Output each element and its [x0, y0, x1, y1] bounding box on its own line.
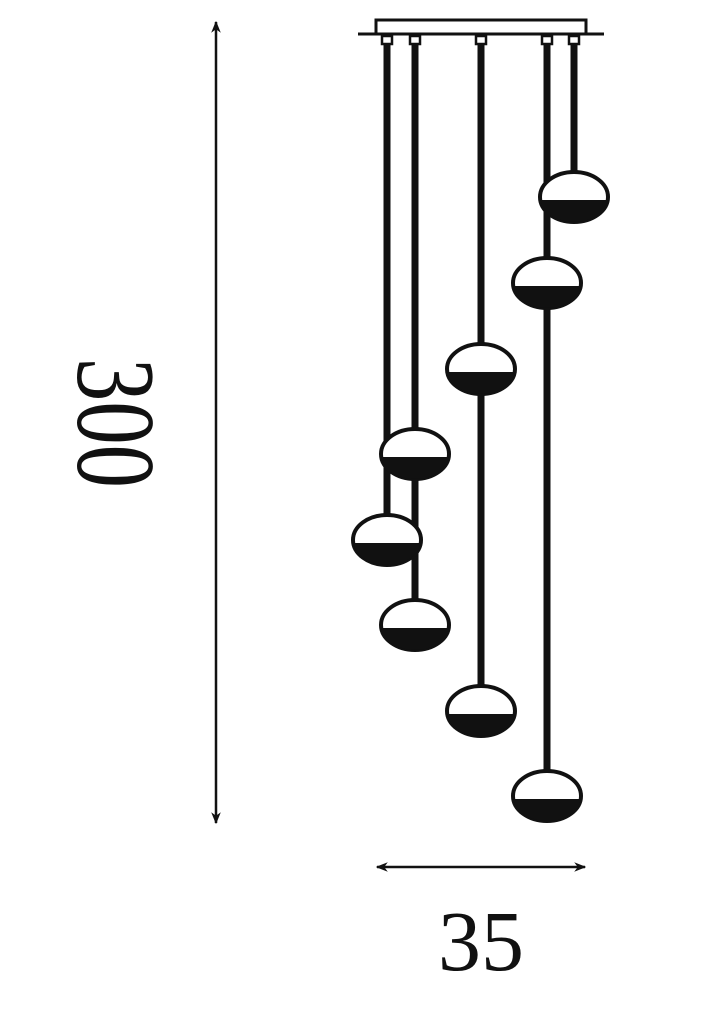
globe-shade	[511, 769, 583, 823]
globe-shade	[379, 427, 451, 481]
height-dimension-label: 300	[53, 358, 177, 488]
cord-connector	[474, 34, 488, 46]
globe-shade	[538, 170, 610, 224]
globe-shade	[351, 513, 423, 567]
globe-shade	[511, 256, 583, 310]
cord-connector	[408, 34, 422, 46]
cord-connector	[540, 34, 554, 46]
cord-connector	[380, 34, 394, 46]
width-dimension-label: 35	[438, 893, 524, 989]
ceiling-canopy	[358, 18, 604, 36]
pendant-lights	[351, 34, 610, 823]
cord-connector	[567, 34, 581, 46]
globe-shade	[445, 684, 517, 738]
globe-shade	[379, 598, 451, 652]
globe-shade	[445, 342, 517, 396]
